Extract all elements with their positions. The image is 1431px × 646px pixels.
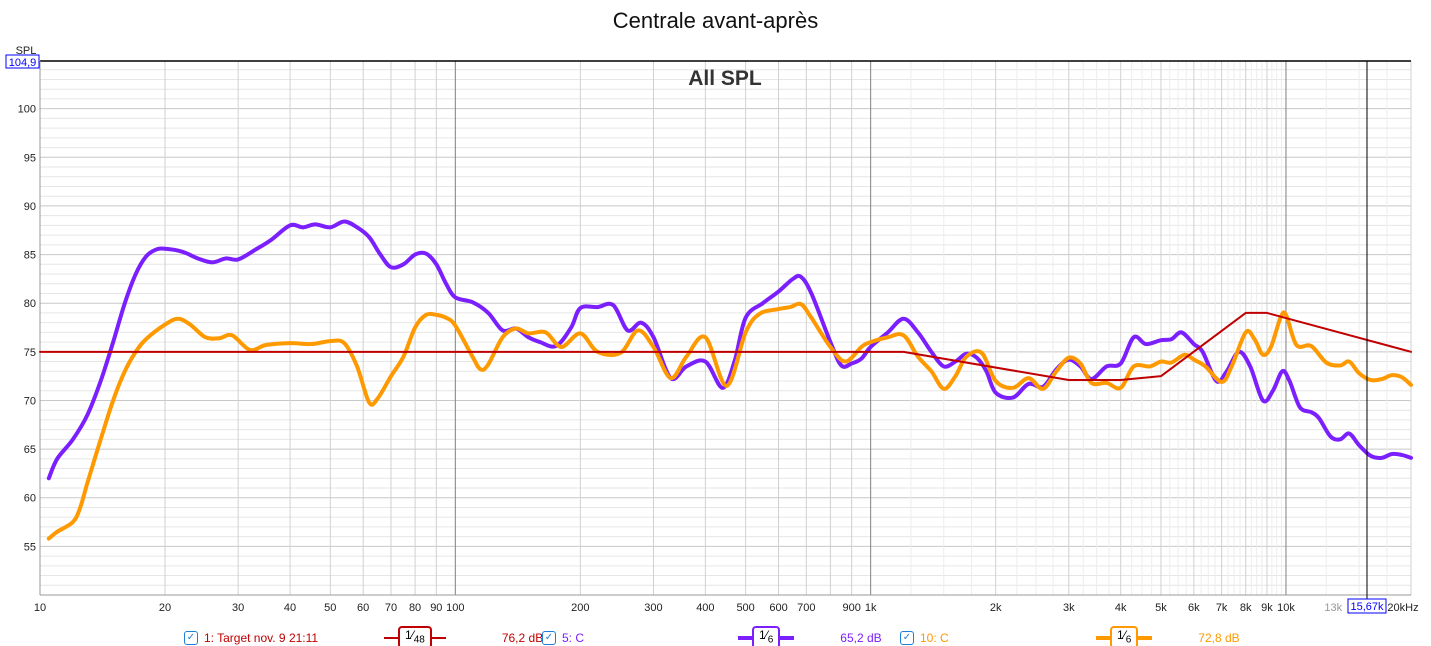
x-tick-label: 3k: [1063, 602, 1075, 614]
series-line-2: [46, 219, 1413, 481]
smoothing-num: 1: [759, 628, 766, 642]
checkbox-icon[interactable]: ✓: [900, 630, 914, 645]
y-tick-label: 95: [24, 152, 36, 164]
smoothing-den: 6: [1125, 634, 1132, 646]
x-tick-label: 700: [797, 602, 815, 614]
x-tick-label: 6k: [1188, 602, 1200, 614]
legend-value: 65,2 dB: [840, 630, 882, 645]
x-tick-label: 5k: [1155, 602, 1167, 614]
smoothing-button[interactable]: 1⁄6: [1096, 626, 1153, 646]
x-tick-label: 400: [696, 602, 714, 614]
smoothing-num: 1: [1117, 628, 1124, 642]
x-tick-label: 200: [571, 602, 589, 614]
series-line-3: [46, 301, 1413, 541]
checkbox-icon[interactable]: ✓: [184, 630, 198, 645]
smoothing-den: 48: [413, 634, 425, 646]
y-max-label: 104,9: [9, 57, 37, 69]
series-line-1: [39, 311, 1412, 382]
chart-subtitle: All SPL: [688, 67, 762, 90]
y-tick-label: 85: [24, 250, 36, 262]
smoothing-num: 1: [405, 628, 412, 642]
legend-value: 76,2 dB: [501, 630, 544, 645]
smoothing-button[interactable]: 1⁄6: [738, 626, 795, 646]
x-tick-label: 9k: [1261, 602, 1273, 614]
x-tick-label: 1k: [865, 602, 877, 614]
y-axis-label: SPL: [16, 45, 37, 57]
legend-item-10c: ✓ 10: C 1⁄6 72,8 dB: [900, 626, 1240, 646]
x-tick-label: 10k: [1277, 602, 1295, 614]
y-tick-label: 75: [24, 347, 36, 359]
x-tick-label: 30: [232, 602, 244, 614]
cursor-label: 15,67k: [1350, 601, 1384, 613]
x-tick-label: 900: [842, 602, 860, 614]
x-tick-label: 7k: [1216, 602, 1228, 614]
y-max-box: [5, 54, 40, 69]
legend-label: 5: C: [562, 630, 585, 645]
x-tick-label: 40: [284, 602, 296, 614]
x-tick-label: 10: [34, 602, 46, 614]
legend-item-5c: ✓ 5: C 1⁄6 65,2 dB: [542, 626, 882, 646]
x-tick-label: 2k: [990, 602, 1002, 614]
smoothing-button[interactable]: 1⁄48: [384, 626, 446, 646]
x-tick-label: 80: [409, 602, 421, 614]
legend-label: 10: C: [920, 630, 949, 645]
x-tick-label: 13k: [1324, 602, 1342, 614]
legend-item-target: ✓ 1: Target nov. 9 21:11 1⁄48 76,2 dB: [184, 626, 543, 646]
smoothing-den: 6: [767, 634, 774, 646]
cursor-box: [1347, 598, 1387, 614]
x-tick-label: 20kHz: [1387, 602, 1418, 614]
x-tick-label: 60: [357, 602, 369, 614]
y-tick-label: 60: [24, 493, 36, 505]
x-tick-label: 8k: [1240, 602, 1252, 614]
x-tick-label: 70: [385, 602, 397, 614]
y-tick-label: 55: [24, 541, 36, 553]
y-tick-label: 100: [18, 104, 36, 116]
x-tick-label: 500: [736, 602, 754, 614]
x-tick-label: 90: [430, 602, 442, 614]
x-tick-label: 50: [324, 602, 336, 614]
checkbox-icon[interactable]: ✓: [542, 630, 556, 645]
legend-value: 72,8 dB: [1198, 630, 1240, 645]
x-tick-label: 600: [769, 602, 787, 614]
chart-title: Centrale avant-après: [612, 8, 819, 33]
y-tick-label: 80: [24, 298, 36, 310]
legend-label: 1: Target nov. 9 21:11: [204, 630, 319, 645]
y-tick-label: 70: [24, 395, 36, 407]
y-tick-label: 65: [24, 444, 36, 456]
x-tick-label: 100: [446, 602, 464, 614]
y-tick-label: 90: [24, 201, 36, 213]
x-tick-label: 300: [644, 602, 662, 614]
x-tick-label: 4k: [1115, 602, 1127, 614]
x-tick-label: 20: [159, 602, 171, 614]
